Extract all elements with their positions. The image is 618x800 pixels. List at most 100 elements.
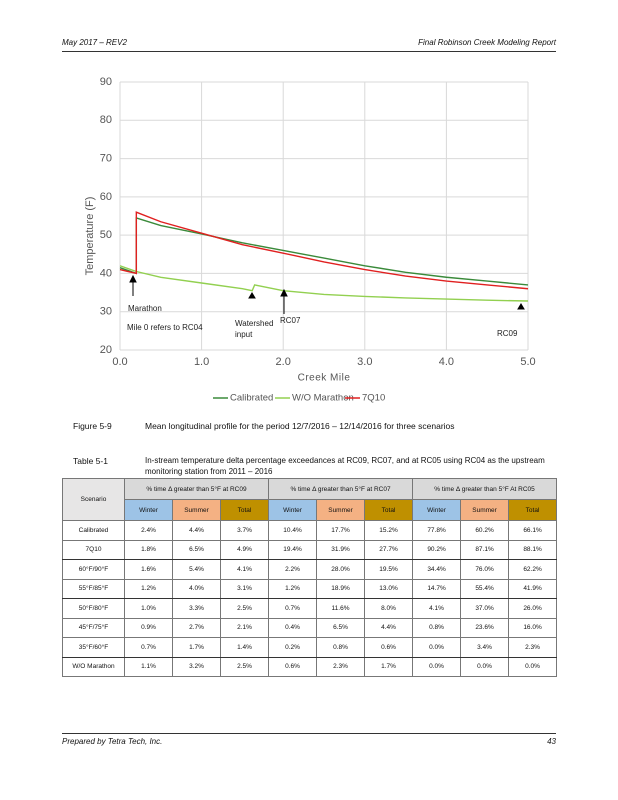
table-row: 60°F/90°F 1.6% 5.4% 4.1% 2.2% 28.0% 19.5% 34.4%… <box>62 559 558 580</box>
table-cell: 0.0% <box>460 656 510 677</box>
y-axis-label: Temperature (F) <box>84 197 96 276</box>
table-cell: 87.1% <box>460 539 510 560</box>
table-cell: 18.9% <box>316 578 366 599</box>
y-tick-label: 80 <box>100 114 112 126</box>
table-cell: 2.1% <box>219 617 270 638</box>
table-cell: 8.0% <box>364 598 414 619</box>
table-cell: 1.7% <box>172 637 221 658</box>
sub-header: Total <box>508 499 558 521</box>
header-cell: Scenario <box>62 478 125 521</box>
marker <box>248 292 256 299</box>
table-cell: 0.0% <box>412 656 462 677</box>
table-cell: 6.5% <box>316 617 366 638</box>
y-tick-label: 70 <box>100 152 112 164</box>
table-caption: In-stream temperature delta percentage e… <box>145 456 545 476</box>
table-cell: 0.2% <box>268 637 318 658</box>
table-cell: 66.1% <box>508 520 558 541</box>
table-cell: 1.8% <box>124 539 173 560</box>
table-cell: 27.7% <box>364 539 414 560</box>
table-row: 35°F/60°F 0.7% 1.7% 1.4% 0.2% 0.8% 0.6% 0.0% 3.4… <box>62 637 558 658</box>
legend-label: W/O Marathon <box>292 393 354 404</box>
annotation: RC07 <box>280 316 301 325</box>
figure-label: Figure 5-9 <box>73 421 112 431</box>
header-left: May 2017 – REV2 <box>62 38 127 47</box>
table-cell: 19.5% <box>364 559 414 580</box>
table-cell: 3.7% <box>219 520 270 541</box>
group-header: % time Δ greater than 5°F at RC07 <box>268 478 414 500</box>
row-header: 60°F/90°F <box>62 559 125 580</box>
y-tick-label: 40 <box>100 267 112 279</box>
table-cell: 4.9% <box>219 539 270 560</box>
sub-header: Winter <box>268 499 318 521</box>
table-cell: 23.6% <box>460 617 510 638</box>
chart: 20 30 40 50 60 70 80 90 0.0 1.0 2.0 3.0 4.0 5.0 Creek … <box>84 76 536 404</box>
table-cell: 17.7% <box>316 520 366 541</box>
sub-header: Winter <box>412 499 462 521</box>
table-cell: 88.1% <box>508 539 558 560</box>
table-cell: 19.4% <box>268 539 318 560</box>
legend-label: Calibrated <box>230 393 273 404</box>
y-tick-label: 90 <box>100 76 112 88</box>
table-cell: 4.0% <box>172 578 221 599</box>
annotation: RC09 <box>497 329 518 338</box>
table-cell: 55.4% <box>460 578 510 599</box>
table-cell: 77.8% <box>412 520 462 541</box>
row-header: 50°F/80°F <box>62 598 125 619</box>
table-cell: 3.1% <box>219 578 270 599</box>
table-cell: 31.9% <box>316 539 366 560</box>
table-cell: 10.4% <box>268 520 318 541</box>
figure-caption: Mean longitudinal profile for the period… <box>145 421 455 431</box>
row-header: W/O Marathon <box>62 656 125 677</box>
y-tick-label: 30 <box>100 306 112 318</box>
table-cell: 0.9% <box>124 617 173 638</box>
table-cell: 0.8% <box>316 637 366 658</box>
table-cell: 0.7% <box>268 598 318 619</box>
sub-header: Total <box>364 499 414 521</box>
data-table: Scenario% time Δ greater than 5°F at RC0… <box>62 478 558 677</box>
annotation: Mile 0 refers to RC04 <box>127 323 203 332</box>
marker <box>517 303 525 310</box>
group-header: % time Δ greater than 5°F at RC09 <box>123 478 270 500</box>
table-cell: 0.6% <box>364 637 414 658</box>
table-cell: 16.0% <box>508 617 558 638</box>
arrow-head <box>280 288 288 297</box>
annotation: Marathon <box>128 304 162 313</box>
row-header: 45°F/75°F <box>62 617 125 638</box>
table-row: 45°F/75°F 0.9% 2.7% 2.1% 0.4% 6.5% 4.4% 0.8% 23.… <box>62 617 558 638</box>
header-row: Winter Summer Total Winter Summer Total Winter… <box>63 499 558 521</box>
x-tick-label: 0.0 <box>112 356 127 368</box>
sub-header: Winter <box>124 499 173 521</box>
table-cell: 2.5% <box>219 598 270 619</box>
table-cell: 0.8% <box>412 617 462 638</box>
table-row: W/O Marathon 1.1% 3.2% 2.5% 0.6% 2.3% 1.7% 0.0%… <box>62 656 558 677</box>
table-cell: 14.7% <box>412 578 462 599</box>
line-series <box>119 211 529 290</box>
table-cell: 6.5% <box>172 539 221 560</box>
table-cell: 4.4% <box>172 520 221 541</box>
row-header: 55°F/85°F <box>62 578 125 599</box>
y-tick-label: 50 <box>100 229 112 241</box>
table-cell: 62.2% <box>508 559 558 580</box>
arrows <box>129 274 525 314</box>
table-cell: 4.4% <box>364 617 414 638</box>
arrow-head <box>129 274 137 283</box>
table-cell: 13.0% <box>364 578 414 599</box>
table-cell: 1.2% <box>124 578 173 599</box>
header-right: Final Robinson Creek Modeling Report <box>418 38 556 47</box>
sub-header: Summer <box>460 499 510 521</box>
table-row: 55°F/85°F 1.2% 4.0% 3.1% 1.2% 18.9% 13.0% 14.7%… <box>62 578 558 599</box>
table-cell: 1.2% <box>268 578 318 599</box>
table-cell: 11.6% <box>316 598 366 619</box>
table-cell: 4.1% <box>412 598 462 619</box>
header-row: Scenario% time Δ greater than 5°F at RC0… <box>62 478 558 521</box>
annotation: Watershed input <box>235 319 274 339</box>
table-cell: 2.3% <box>316 656 366 677</box>
table-cell: 1.6% <box>124 559 173 580</box>
table-cell: 2.7% <box>172 617 221 638</box>
table-cell: 60.2% <box>460 520 510 541</box>
table-row: Calibrated 2.4% 4.4% 3.7% 10.4% 17.7% 15.2% 77.… <box>62 520 558 541</box>
table-row: 50°F/80°F 1.0% 3.3% 2.5% 0.7% 11.6% 8.0% 4.1% 37… <box>62 598 558 619</box>
x-tick-label: 3.0 <box>357 356 372 368</box>
x-axis-label: Creek Mile <box>298 373 351 384</box>
table-cell: 0.7% <box>124 637 173 658</box>
